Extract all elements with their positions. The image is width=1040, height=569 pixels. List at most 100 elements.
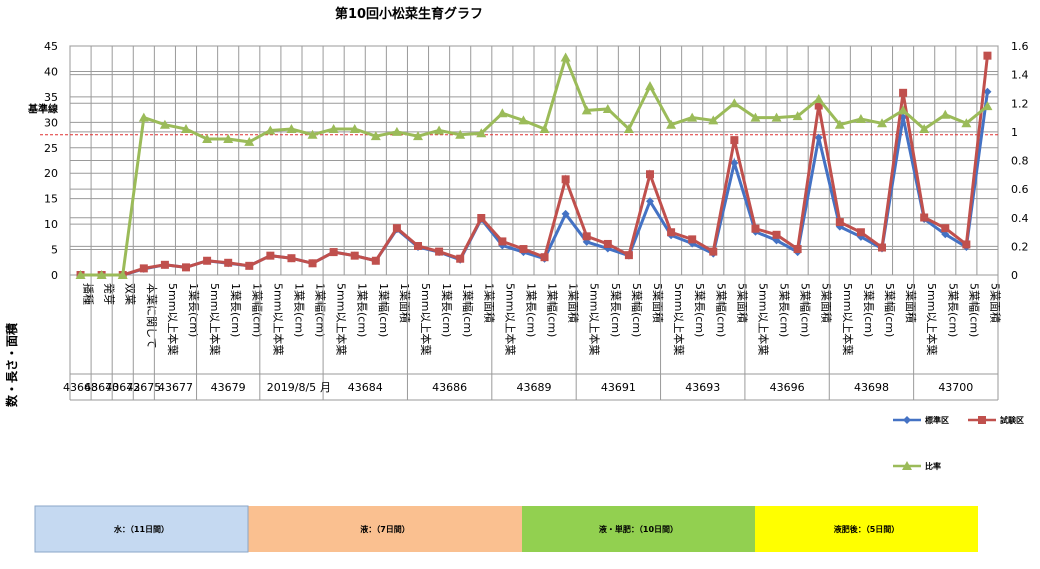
date-group-label: 43696: [770, 381, 805, 394]
series-point: [603, 239, 612, 248]
date-group-label: 43684: [348, 381, 383, 394]
series-point: [159, 119, 170, 129]
x-category-label: 5葉幅(cm): [883, 283, 897, 337]
series-point: [667, 228, 676, 237]
date-group-label: 43670: [84, 381, 119, 394]
series-point: [730, 159, 739, 168]
series-point: [877, 118, 887, 128]
series-point: [203, 256, 212, 265]
x-category-label: 1葉幅(cm): [377, 283, 391, 337]
series-point: [961, 118, 972, 128]
y2-tick-label: 1: [1011, 126, 1018, 139]
x-category-label: 5mm以上本葉: [756, 283, 770, 355]
series-point: [371, 256, 380, 265]
x-category-label: 発芽: [103, 283, 117, 305]
x-category-label: 1葉幅(cm): [546, 283, 560, 337]
series-point: [771, 112, 782, 122]
series-point: [308, 259, 317, 268]
series-point: [708, 115, 719, 125]
series-point: [497, 108, 508, 118]
x-category-label: 5葉幅(cm): [630, 283, 644, 337]
stage-segment-label: 水：（11日間）: [113, 524, 169, 534]
series-point: [978, 416, 986, 424]
series-point: [624, 251, 633, 260]
date-group-label: 2019/8/5: [267, 381, 316, 394]
series-point: [792, 111, 803, 121]
series-point: [265, 125, 276, 135]
series-point: [750, 112, 761, 122]
x-category-label: 5mm以上本葉: [419, 283, 433, 355]
series-point: [202, 134, 213, 144]
y-axis-title: 数・長さ・面積: [4, 322, 19, 407]
series-point: [245, 261, 254, 270]
series-point: [414, 241, 422, 250]
series-point: [855, 113, 866, 123]
stage-segment-box: [522, 506, 755, 552]
series-point: [329, 248, 338, 257]
series-point: [941, 224, 950, 233]
legend-entry: 試験区: [968, 415, 1024, 425]
x-category-label: 1葉長(cm): [187, 283, 201, 337]
series-point: [687, 112, 698, 122]
series-point: [75, 270, 86, 279]
y2-tick-label: 0.8: [1011, 155, 1029, 168]
series-point: [287, 254, 296, 263]
chart-title: 第10回小松菜生育グラフ: [335, 6, 483, 22]
series-point: [181, 124, 191, 134]
y-tick-label: 45: [44, 40, 58, 53]
y2-tick-label: 1.4: [1011, 69, 1029, 82]
legend-label: 標準区: [925, 415, 949, 425]
legend-entry: 標準区: [893, 415, 949, 425]
series-point: [476, 128, 487, 138]
x-category-label: 1葉面積: [567, 283, 581, 323]
series-point: [456, 254, 465, 263]
stage-segment-label: 液：（7日間）: [360, 524, 410, 534]
x-category-label: 1葉面積: [398, 283, 412, 323]
series-point: [902, 461, 912, 470]
date-group-label: 43668: [63, 381, 98, 394]
series-point: [266, 251, 275, 260]
stage-segment-box: [35, 506, 248, 552]
series-point: [623, 124, 634, 134]
date-group-label: 43691: [601, 381, 636, 394]
stage-segment-box: [755, 506, 978, 552]
date-group-label: 43689: [517, 381, 552, 394]
date-group-label: 43677: [158, 381, 193, 394]
stage-segment: 水：（11日間）: [35, 506, 248, 552]
date-group-label: 43686: [432, 381, 467, 394]
series-point: [435, 247, 444, 256]
series-point: [519, 245, 528, 254]
series-point: [413, 131, 423, 141]
x-category-label: 5葉幅(cm): [799, 283, 813, 337]
chart-grid: [69, 45, 999, 276]
date-group-label: 43672: [105, 381, 140, 394]
series-point: [941, 230, 950, 239]
stage-segment-label: 液肥後：（5日間）: [834, 524, 900, 534]
series-point: [328, 124, 339, 134]
series-point: [518, 115, 529, 125]
x-category-label: 5mm以上本葉: [588, 283, 602, 355]
stage-segment: 液肥後：（5日間）: [755, 506, 978, 552]
y-tick-label: 35: [44, 91, 58, 104]
series-point: [561, 175, 570, 184]
x-category-label: 5mm以上本葉: [503, 283, 517, 355]
x-category-label: 5mm以上本葉: [271, 283, 285, 355]
x-category-label: 5葉長(cm): [778, 283, 792, 337]
series-point: [307, 129, 318, 139]
date-group-label: 43675: [126, 381, 161, 394]
series-point: [709, 247, 718, 256]
series-point: [646, 170, 654, 179]
x-category-label: 1葉幅(cm): [250, 283, 264, 337]
series-point: [835, 218, 844, 227]
y2-tick-label: 1.2: [1011, 97, 1029, 110]
x-category-label: 5葉長(cm): [862, 283, 876, 337]
x-category-label: 5mm以上本葉: [208, 283, 222, 355]
series-point: [793, 245, 802, 254]
legend-entry: 比率: [893, 461, 941, 471]
series-point: [581, 105, 592, 115]
legend-label: 試験区: [1000, 415, 1024, 425]
series-point: [96, 270, 107, 279]
x-category-label: 5葉幅(cm): [967, 283, 981, 337]
series-point: [688, 235, 697, 244]
series-point: [477, 214, 486, 223]
